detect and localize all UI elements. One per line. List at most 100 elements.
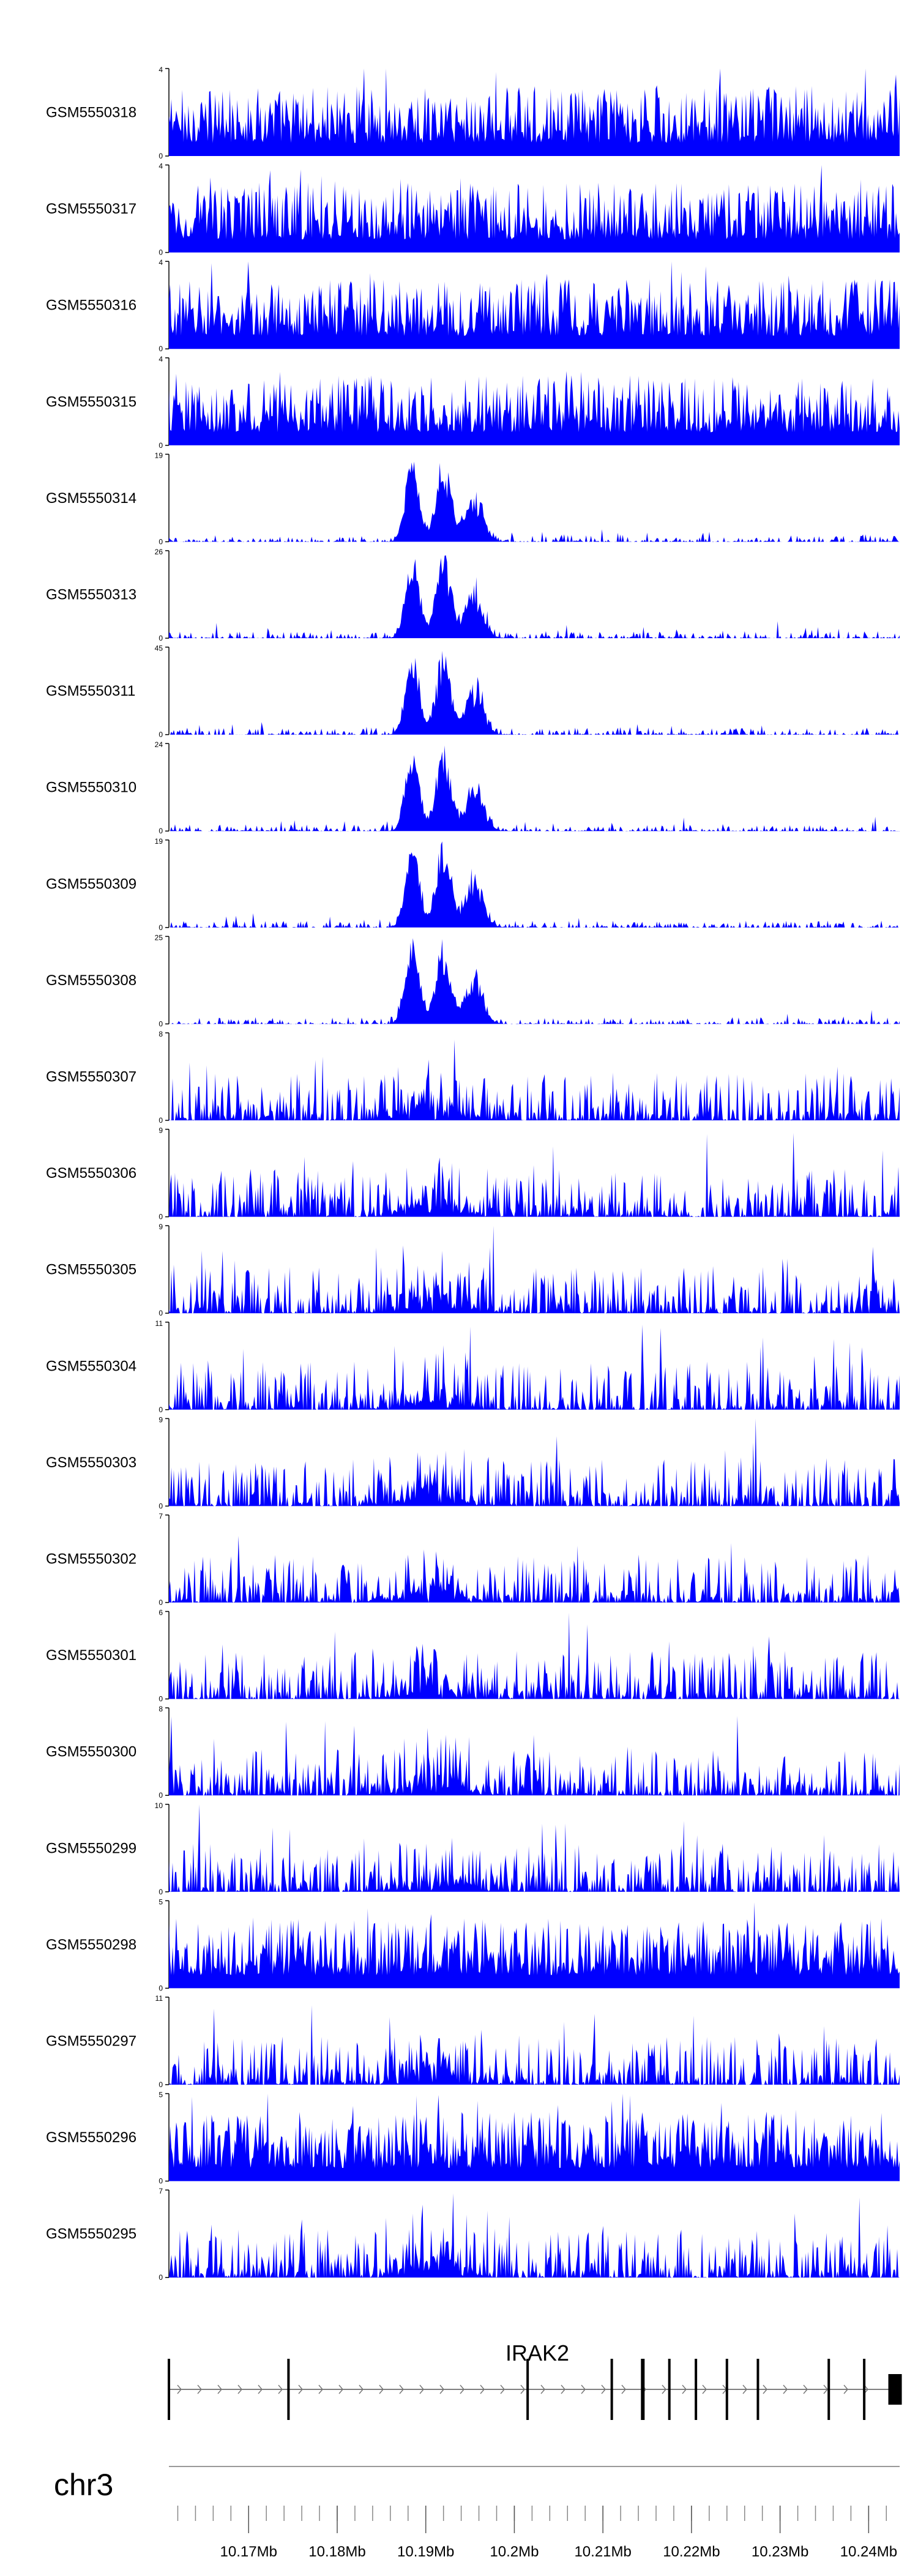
strand-arrow (540, 2384, 545, 2394)
track-ymax-label: 8 (159, 1705, 163, 1713)
axis-tick-label: 10.18Mb (308, 2544, 365, 2560)
gene-track: IRAK2 (168, 2340, 902, 2420)
track-ymin-label: 0 (159, 827, 163, 835)
track-label: GSM5550306 (46, 1165, 136, 1182)
axis-tick-label: 10.23Mb (752, 2544, 808, 2560)
track-ymin-label: 0 (159, 1791, 163, 1800)
gene-exon (695, 2359, 698, 2420)
strand-arrow (581, 2384, 586, 2394)
strand-arrow (298, 2384, 303, 2394)
strand-arrow (399, 2384, 404, 2394)
axis-tick-label: 10.21Mb (574, 2544, 631, 2560)
track-ymin-label: 0 (159, 1502, 163, 1510)
coverage-area (169, 938, 900, 1024)
strand-arrow (742, 2384, 747, 2394)
strand-arrow (258, 2384, 263, 2394)
gene-exon (526, 2359, 529, 2420)
track-label: GSM5550296 (46, 2129, 136, 2146)
track-ymin-label: 0 (159, 731, 163, 739)
track-GSM5550308: GSM5550308 25 0 (46, 933, 900, 1028)
gene-exon (863, 2359, 866, 2420)
track-ymin-label: 0 (159, 441, 163, 450)
track-GSM5550302: GSM5550302 7 0 (46, 1512, 900, 1607)
strand-arrow (197, 2384, 202, 2394)
strand-arrow (318, 2384, 323, 2394)
strand-arrow (561, 2384, 565, 2394)
track-ymax-label: 11 (155, 1994, 163, 2003)
track-ymax-label: 26 (155, 548, 163, 556)
track-GSM5550306: GSM5550306 9 0 (46, 1126, 900, 1221)
coverage-tracks: GSM555031840GSM555031740GSM555031640GSM5… (46, 65, 900, 2282)
track-ymin-label: 0 (159, 1213, 163, 1221)
track-label: GSM5550318 (46, 105, 136, 121)
coverage-area (169, 1226, 900, 1314)
axis-tick-label: 10.24Mb (840, 2544, 897, 2560)
track-label: GSM5550301 (46, 1647, 136, 1664)
coverage-area (169, 2093, 900, 2181)
track-ymin-label: 0 (159, 1405, 163, 1414)
track-label: GSM5550298 (46, 1937, 136, 1953)
track-GSM5550311: GSM5550311 45 0 (46, 644, 900, 739)
gene-exons (168, 2359, 902, 2420)
track-ymin-label: 0 (159, 923, 163, 932)
axis-tick-label: 10.19Mb (397, 2544, 454, 2560)
track-ymin-label: 0 (159, 2273, 163, 2282)
track-label: GSM5550316 (46, 297, 136, 314)
track-label: GSM5550307 (46, 1069, 136, 1085)
track-GSM5550300: GSM5550300 8 0 (46, 1705, 900, 1800)
track-ymax-label: 4 (159, 65, 163, 74)
track-ymax-label: 8 (159, 1030, 163, 1038)
coverage-area (169, 1418, 900, 1506)
track-ymax-label: 24 (155, 740, 163, 749)
strand-arrow (278, 2384, 283, 2394)
track-ymin-label: 0 (159, 2177, 163, 2186)
gene-exon (725, 2359, 728, 2420)
strand-arrow (621, 2384, 626, 2394)
track-label: GSM5550303 (46, 1454, 136, 1471)
track-label: GSM5550305 (46, 1262, 136, 1278)
track-GSM5550301: GSM5550301 6 0 (46, 1609, 900, 1703)
track-ymin-label: 0 (159, 1695, 163, 1703)
track-label: GSM5550308 (46, 972, 136, 989)
strand-arrow (480, 2384, 485, 2394)
strand-arrow (419, 2384, 424, 2394)
track-ymin-label: 0 (159, 1309, 163, 1317)
track-ymin-label: 0 (159, 152, 163, 160)
strand-arrow (177, 2384, 182, 2394)
track-ymin-label: 0 (159, 537, 163, 546)
track-GSM5550309: GSM5550309 19 0 (46, 837, 900, 932)
track-GSM5550303: GSM5550303 9 0 (46, 1415, 900, 1510)
coverage-area (169, 1324, 900, 1410)
coverage-area (169, 261, 900, 349)
track-ymax-label: 4 (159, 162, 163, 171)
strand-arrow (783, 2384, 788, 2394)
track-GSM5550313: GSM5550313 26 0 (46, 548, 900, 642)
track-label: GSM5550299 (46, 1840, 136, 1856)
strand-arrow (520, 2384, 525, 2394)
gene-label: IRAK2 (506, 2340, 569, 2366)
strand-arrows (177, 2384, 868, 2394)
strand-arrow (237, 2384, 242, 2394)
strand-arrow (823, 2384, 828, 2394)
track-ymax-label: 5 (159, 2091, 163, 2099)
coverage-area (169, 745, 900, 832)
coverage-area (169, 1902, 900, 1989)
strand-arrow (843, 2384, 848, 2394)
coverage-area (169, 841, 900, 928)
track-ymax-label: 9 (159, 1126, 163, 1135)
coverage-area (169, 165, 900, 253)
track-ymin-label: 0 (159, 344, 163, 353)
gene-exon (827, 2359, 830, 2420)
strand-arrow (439, 2384, 444, 2394)
coverage-area (169, 555, 900, 638)
track-ymax-label: 4 (159, 355, 163, 363)
coverage-area (169, 1804, 900, 1892)
track-label: GSM5550317 (46, 201, 136, 217)
track-label: GSM5550297 (46, 2033, 136, 2050)
strand-arrow (379, 2384, 384, 2394)
track-GSM5550307: GSM5550307 8 0 (46, 1030, 900, 1125)
coverage-area (169, 2193, 900, 2278)
track-ymax-label: 10 (155, 1801, 163, 1810)
strand-arrow (763, 2384, 767, 2394)
